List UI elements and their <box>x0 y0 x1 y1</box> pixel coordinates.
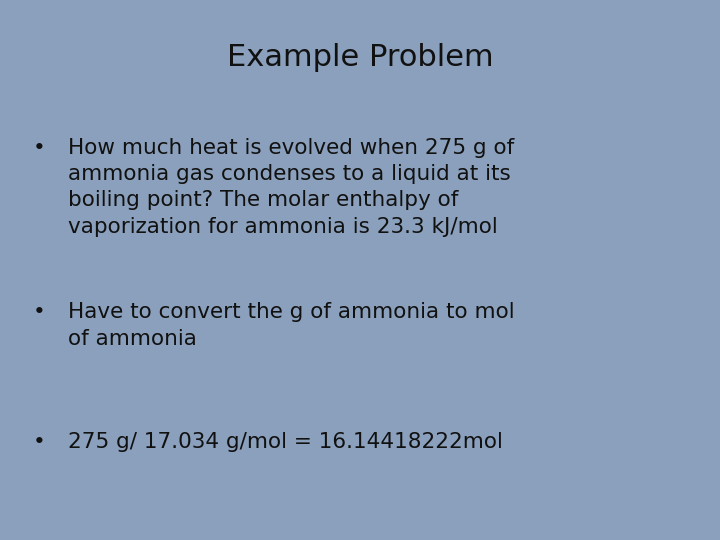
Text: Have to convert the g of ammonia to mol
of ammonia: Have to convert the g of ammonia to mol … <box>68 302 515 349</box>
Text: •: • <box>33 138 46 158</box>
Text: •: • <box>33 432 46 452</box>
Text: •: • <box>33 302 46 322</box>
Text: 275 g/ 17.034 g/mol = 16.14418222mol: 275 g/ 17.034 g/mol = 16.14418222mol <box>68 432 503 452</box>
Text: Example Problem: Example Problem <box>227 43 493 72</box>
Text: How much heat is evolved when 275 g of
ammonia gas condenses to a liquid at its
: How much heat is evolved when 275 g of a… <box>68 138 515 237</box>
